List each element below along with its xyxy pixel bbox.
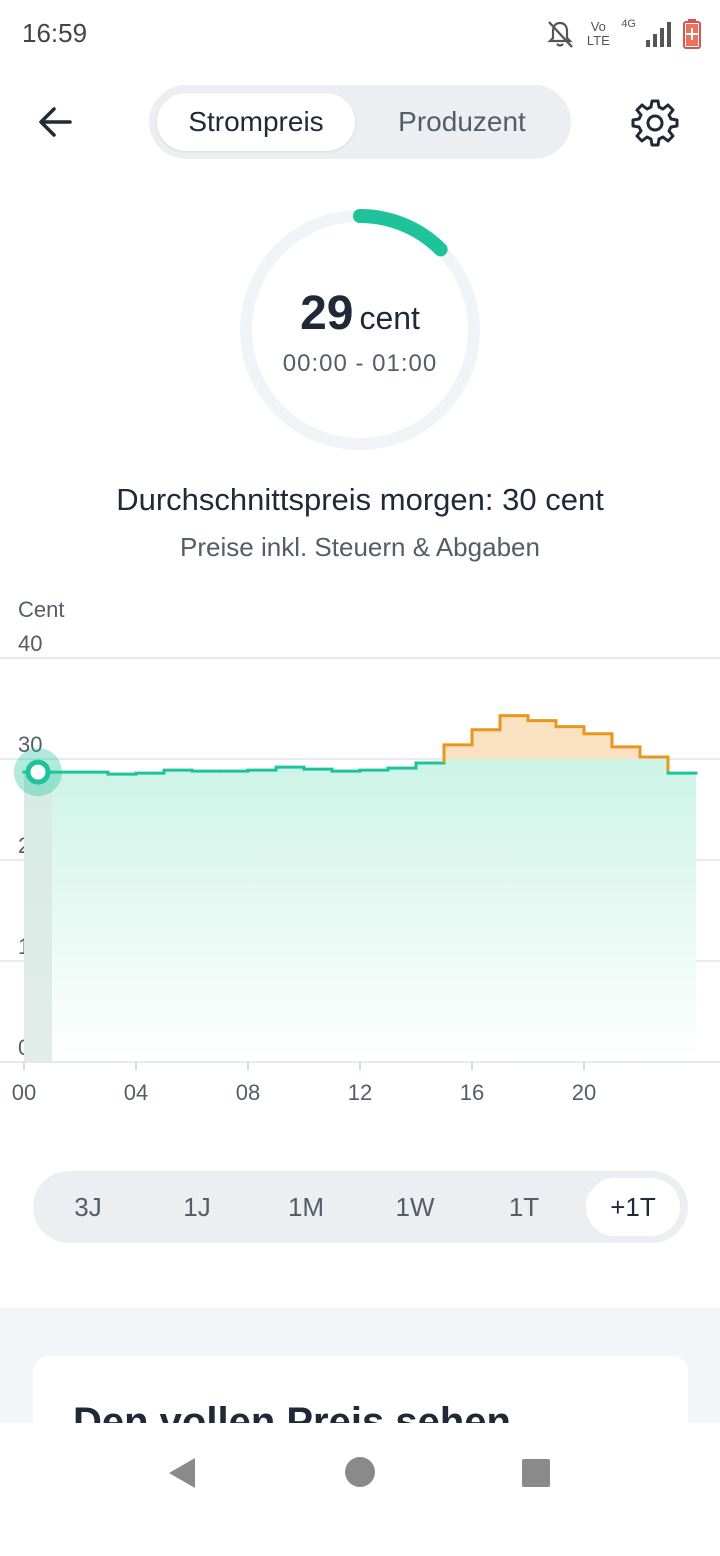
- high-price-fill: [472, 729, 500, 759]
- status-bar: 16:59 Vo LTE 4G: [0, 0, 720, 70]
- x-tick-label: 16: [460, 1080, 484, 1105]
- range-selector: 3J 1J 1M 1W 1T +1T: [33, 1171, 688, 1243]
- back-triangle-icon[interactable]: [166, 1456, 198, 1490]
- range-3j[interactable]: 3J: [74, 1192, 102, 1222]
- x-tick-label: 00: [12, 1080, 36, 1105]
- range-1t[interactable]: 1T: [508, 1192, 540, 1222]
- x-tick-label: 12: [348, 1080, 372, 1105]
- price-chart[interactable]: Cent010203040000408121620: [0, 590, 720, 1120]
- current-time-range: 00:00 - 01:00: [282, 350, 438, 377]
- network-type: 4G: [621, 18, 636, 30]
- status-icons: Vo LTE 4G: [545, 16, 702, 52]
- high-price-fill: [528, 720, 556, 759]
- x-tick-label: 04: [124, 1080, 148, 1105]
- view-switcher: Strompreis Produzent: [149, 85, 571, 159]
- high-price-fill: [612, 746, 640, 759]
- high-price-fill: [584, 733, 612, 759]
- y-tick-label: 40: [18, 631, 42, 656]
- back-button[interactable]: [34, 100, 78, 144]
- battery-icon: [683, 19, 701, 49]
- home-circle-icon[interactable]: [344, 1456, 376, 1488]
- price-area: [24, 715, 696, 1062]
- high-price-fill: [500, 715, 528, 759]
- price-gauge: [240, 209, 480, 450]
- notifications-off-icon: [547, 21, 574, 48]
- current-price: 29: [300, 287, 354, 340]
- high-price-fill: [556, 726, 584, 759]
- high-price-fill: [444, 744, 472, 759]
- x-tick-label: 20: [572, 1080, 596, 1105]
- header: Strompreis Produzent: [0, 82, 720, 162]
- gear-icon: [631, 99, 679, 147]
- arrow-left-icon: [39, 107, 72, 137]
- tax-note: Preise inkl. Steuern & Abgaben: [180, 532, 540, 562]
- signal-icon: [646, 22, 671, 47]
- y-tick-label: 30: [18, 732, 42, 757]
- settings-button[interactable]: [630, 98, 680, 148]
- selected-hour-band: [24, 772, 52, 1062]
- x-tick-label: 08: [236, 1080, 260, 1105]
- selected-point[interactable]: [25, 759, 51, 785]
- tab-produzent[interactable]: Produzent: [398, 106, 526, 137]
- range-1w[interactable]: 1W: [395, 1192, 435, 1222]
- current-price-unit: cent: [359, 300, 420, 336]
- volte-indicator: Vo LTE: [586, 19, 610, 48]
- range-plus-1t[interactable]: +1T: [586, 1178, 680, 1236]
- system-navbar: [0, 1423, 720, 1520]
- gauge-value: 29 cent: [238, 286, 482, 341]
- y-axis-label: Cent: [18, 597, 64, 622]
- recents-square-icon[interactable]: [520, 1457, 552, 1489]
- status-time: 16:59: [22, 18, 88, 48]
- average-price: Durchschnittspreis morgen: 30 cent: [116, 482, 604, 517]
- gauge-arc: [353, 209, 448, 257]
- range-1m[interactable]: 1M: [287, 1192, 325, 1222]
- range-1j[interactable]: 1J: [183, 1192, 211, 1222]
- tab-strompreis[interactable]: Strompreis: [157, 93, 355, 151]
